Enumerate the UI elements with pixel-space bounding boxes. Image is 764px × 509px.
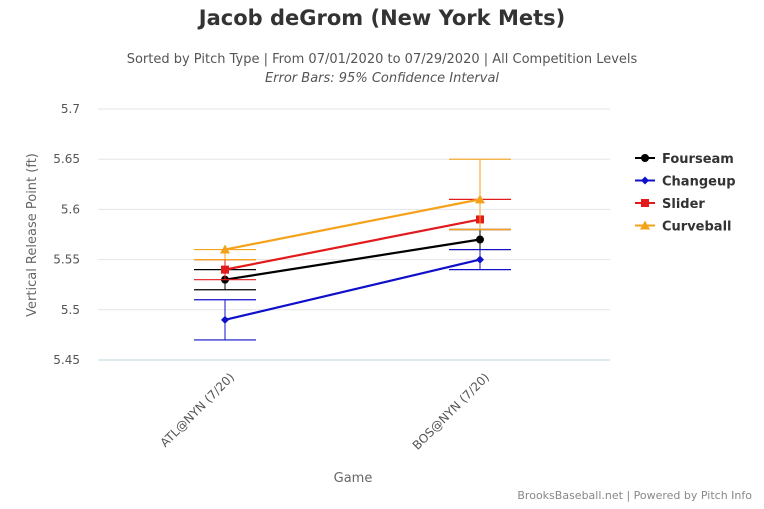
data-point xyxy=(476,255,484,264)
x-axis-ticks: ATL@NYN (7/20) BOS@NYN (7/20) xyxy=(157,370,492,452)
legend-label: Curveball xyxy=(662,220,732,235)
data-point xyxy=(220,244,230,254)
y-tick-label: 5.45 xyxy=(53,353,80,367)
data-point xyxy=(221,265,229,274)
chart-title: Jacob deGrom (New York Mets) xyxy=(198,6,566,30)
legend-marker xyxy=(641,199,649,207)
data-point xyxy=(475,194,485,204)
data-point xyxy=(476,235,484,244)
chart-subtitle: Sorted by Pitch Type | From 07/01/2020 t… xyxy=(126,52,638,67)
series-line xyxy=(224,258,481,321)
legend-label: Slider xyxy=(662,197,705,212)
grid-lines xyxy=(98,108,610,361)
legend-marker xyxy=(641,154,649,162)
credits[interactable]: BrooksBaseball.net | Powered by Pitch In… xyxy=(517,489,752,502)
series-layer xyxy=(194,158,511,341)
legend-marker xyxy=(640,220,650,230)
y-axis-title: Vertical Release Point (ft) xyxy=(25,153,40,317)
legend-marker xyxy=(641,176,649,185)
legend-item-changeup[interactable]: Changeup xyxy=(635,175,736,190)
legend: Fourseam Changeup Slider Curveball xyxy=(635,152,736,235)
legend-label: Changeup xyxy=(662,175,736,190)
series-line xyxy=(224,218,481,271)
series-line xyxy=(224,238,481,281)
series-curveball xyxy=(194,158,511,261)
y-tick-label: 5.6 xyxy=(61,202,80,216)
legend-label: Fourseam xyxy=(662,152,734,167)
data-point xyxy=(221,315,229,324)
y-axis-ticks: 5.45 5.5 5.55 5.6 5.65 5.7 xyxy=(53,102,80,367)
y-tick-label: 5.7 xyxy=(61,102,80,116)
y-tick-label: 5.65 xyxy=(53,152,80,166)
legend-item-curveball[interactable]: Curveball xyxy=(635,220,732,235)
chart-error-bar-note: Error Bars: 95% Confidence Interval xyxy=(264,71,500,86)
legend-item-fourseam[interactable]: Fourseam xyxy=(635,152,734,167)
series-slider xyxy=(194,198,511,281)
series-changeup xyxy=(194,248,511,341)
legend-item-slider[interactable]: Slider xyxy=(635,197,705,212)
series-line xyxy=(224,198,481,251)
x-axis-title: Game xyxy=(334,471,373,486)
y-tick-label: 5.5 xyxy=(61,303,80,317)
y-tick-label: 5.55 xyxy=(53,253,80,267)
x-tick-label: ATL@NYN (7/20) xyxy=(157,370,237,450)
x-tick-label: BOS@NYN (7/20) xyxy=(410,370,492,452)
